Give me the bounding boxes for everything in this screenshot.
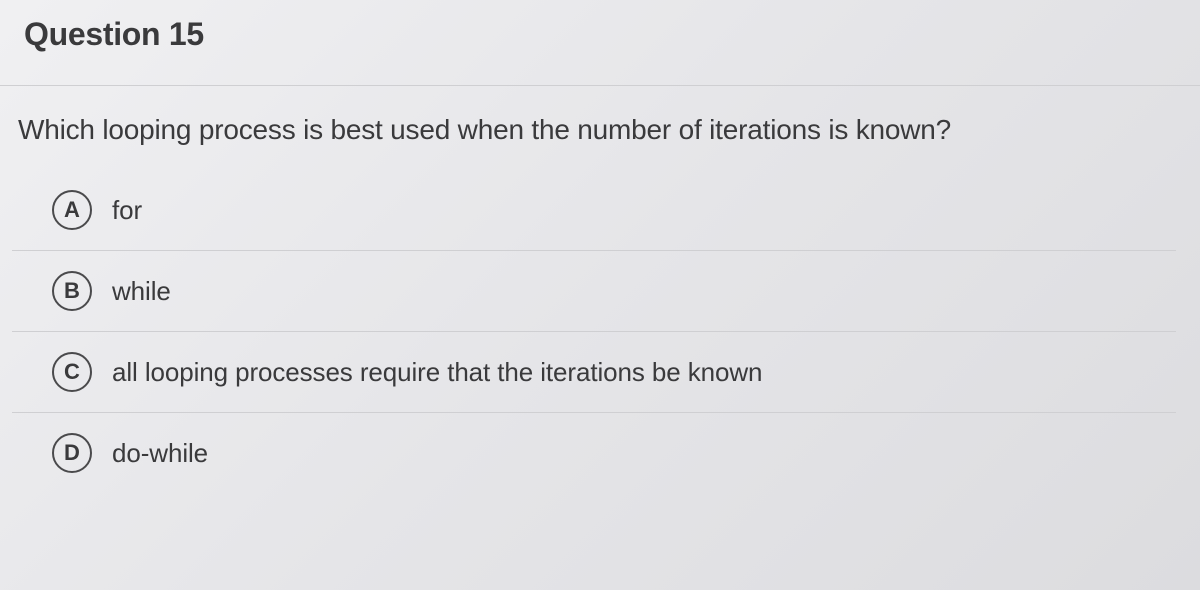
option-a[interactable]: A for xyxy=(12,182,1176,250)
option-letter-b: B xyxy=(52,271,92,311)
option-letter-a: A xyxy=(52,190,92,230)
question-text: Which looping process is best used when … xyxy=(12,114,1176,146)
option-c[interactable]: C all looping processes require that the… xyxy=(12,331,1176,412)
options-list: A for B while C all looping processes re… xyxy=(12,182,1176,493)
option-text-a: for xyxy=(112,195,142,226)
option-text-c: all looping processes require that the i… xyxy=(112,357,762,388)
quiz-container: Question 15 Which looping process is bes… xyxy=(0,0,1200,590)
question-header: Question 15 xyxy=(0,0,1200,86)
option-letter-c: C xyxy=(52,352,92,392)
option-text-b: while xyxy=(112,276,171,307)
question-body: Which looping process is best used when … xyxy=(0,86,1200,505)
option-text-d: do-while xyxy=(112,438,208,469)
question-number: Question 15 xyxy=(24,16,1176,53)
option-b[interactable]: B while xyxy=(12,250,1176,331)
option-d[interactable]: D do-while xyxy=(12,412,1176,493)
option-letter-d: D xyxy=(52,433,92,473)
